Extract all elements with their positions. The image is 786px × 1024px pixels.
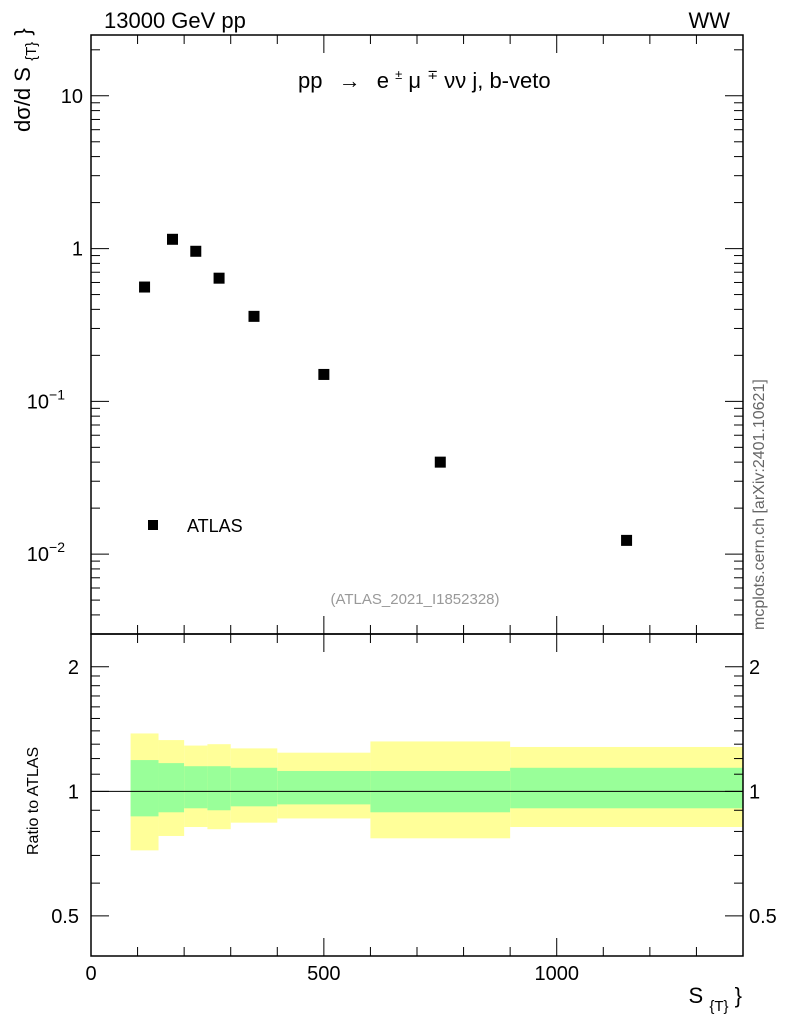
ratio-band-inner: [277, 770, 371, 805]
side-credit: mcplots.cern.ch [arXiv:2401.10621]: [751, 379, 768, 630]
title-mp: ∓: [427, 67, 438, 82]
xtick-label: 500: [307, 963, 340, 985]
title-e: e: [377, 68, 389, 93]
xlabel-sub: {T}: [709, 998, 728, 1015]
main-ytick-label-base: 10: [27, 544, 49, 566]
title-mu: μ: [408, 68, 421, 93]
ratio-band-inner: [158, 763, 185, 813]
main-ytick-label-exp: −2: [49, 539, 65, 555]
ratio-ytick-label-left: 0.5: [51, 906, 79, 928]
main-title: pp → e ± μ ∓ νν j, b-veto: [298, 59, 551, 93]
data-point: [434, 456, 446, 468]
xlabel-text: S: [689, 983, 704, 1008]
data-point: [318, 368, 330, 380]
title-pm: ±: [395, 67, 402, 82]
process-tag: WW: [688, 8, 730, 33]
xtick-label: 0: [85, 963, 96, 985]
energy-label: 13000 GeV pp: [104, 8, 246, 33]
xtick-label: 1000: [534, 963, 579, 985]
data-point: [213, 272, 225, 284]
legend-marker-atlas: [148, 520, 158, 530]
title-rest: νν j, b-veto: [444, 68, 550, 93]
ratio-ytick-label-right: 0.5: [749, 906, 777, 928]
analysis-id: (ATLAS_2021_I1852328): [330, 591, 499, 608]
main-ylabel: dσ/d S {T} }: [10, 28, 41, 132]
ratio-bands: [130, 733, 743, 851]
ratio-ylabel: Ratio to ATLAS: [25, 747, 42, 855]
main-panel-frame: [90, 34, 744, 635]
main-ylabel-sub: {T}: [23, 42, 40, 61]
ratio-band-inner: [510, 767, 743, 809]
ratio-band-inner: [184, 766, 208, 809]
main-ytick-label-exp: −1: [49, 386, 65, 402]
data-point: [248, 310, 260, 322]
title-prefix: pp: [298, 68, 322, 93]
ratio-ytick-label-right: 2: [749, 657, 760, 679]
ratio-ytick-label-right: 1: [749, 781, 760, 803]
xlabel: S {T} }: [689, 983, 742, 1016]
title-arrow: →: [339, 68, 361, 93]
data-point: [139, 281, 151, 293]
ratio-ytick-label-left: 2: [68, 657, 79, 679]
ratio-band-inner: [130, 760, 159, 817]
data-point: [190, 245, 202, 257]
ratio-band-inner: [230, 767, 278, 807]
data-point: [167, 233, 178, 245]
xlabel-suffix: }: [735, 983, 742, 1008]
main-ytick-label: 10−1: [27, 386, 65, 413]
main-ytick-label-base: 10: [27, 391, 49, 413]
data-point: [621, 534, 633, 546]
main-ytick-label: 10: [61, 86, 83, 108]
main-ylabel-suffix: }: [10, 28, 35, 35]
ratio-ytick-label-left: 1: [68, 781, 79, 803]
ratio-band-inner: [207, 766, 231, 811]
main-ytick-label: 1: [72, 239, 83, 261]
main-ytick-label: 10−2: [27, 539, 65, 566]
main-ylabel-text: dσ/d S: [10, 67, 35, 132]
ratio-axes: 2 2 1 1 0.5 0.5 0 500 1000: [51, 634, 777, 985]
legend-label-atlas: ATLAS: [187, 516, 243, 536]
main-data-points: [139, 233, 633, 546]
